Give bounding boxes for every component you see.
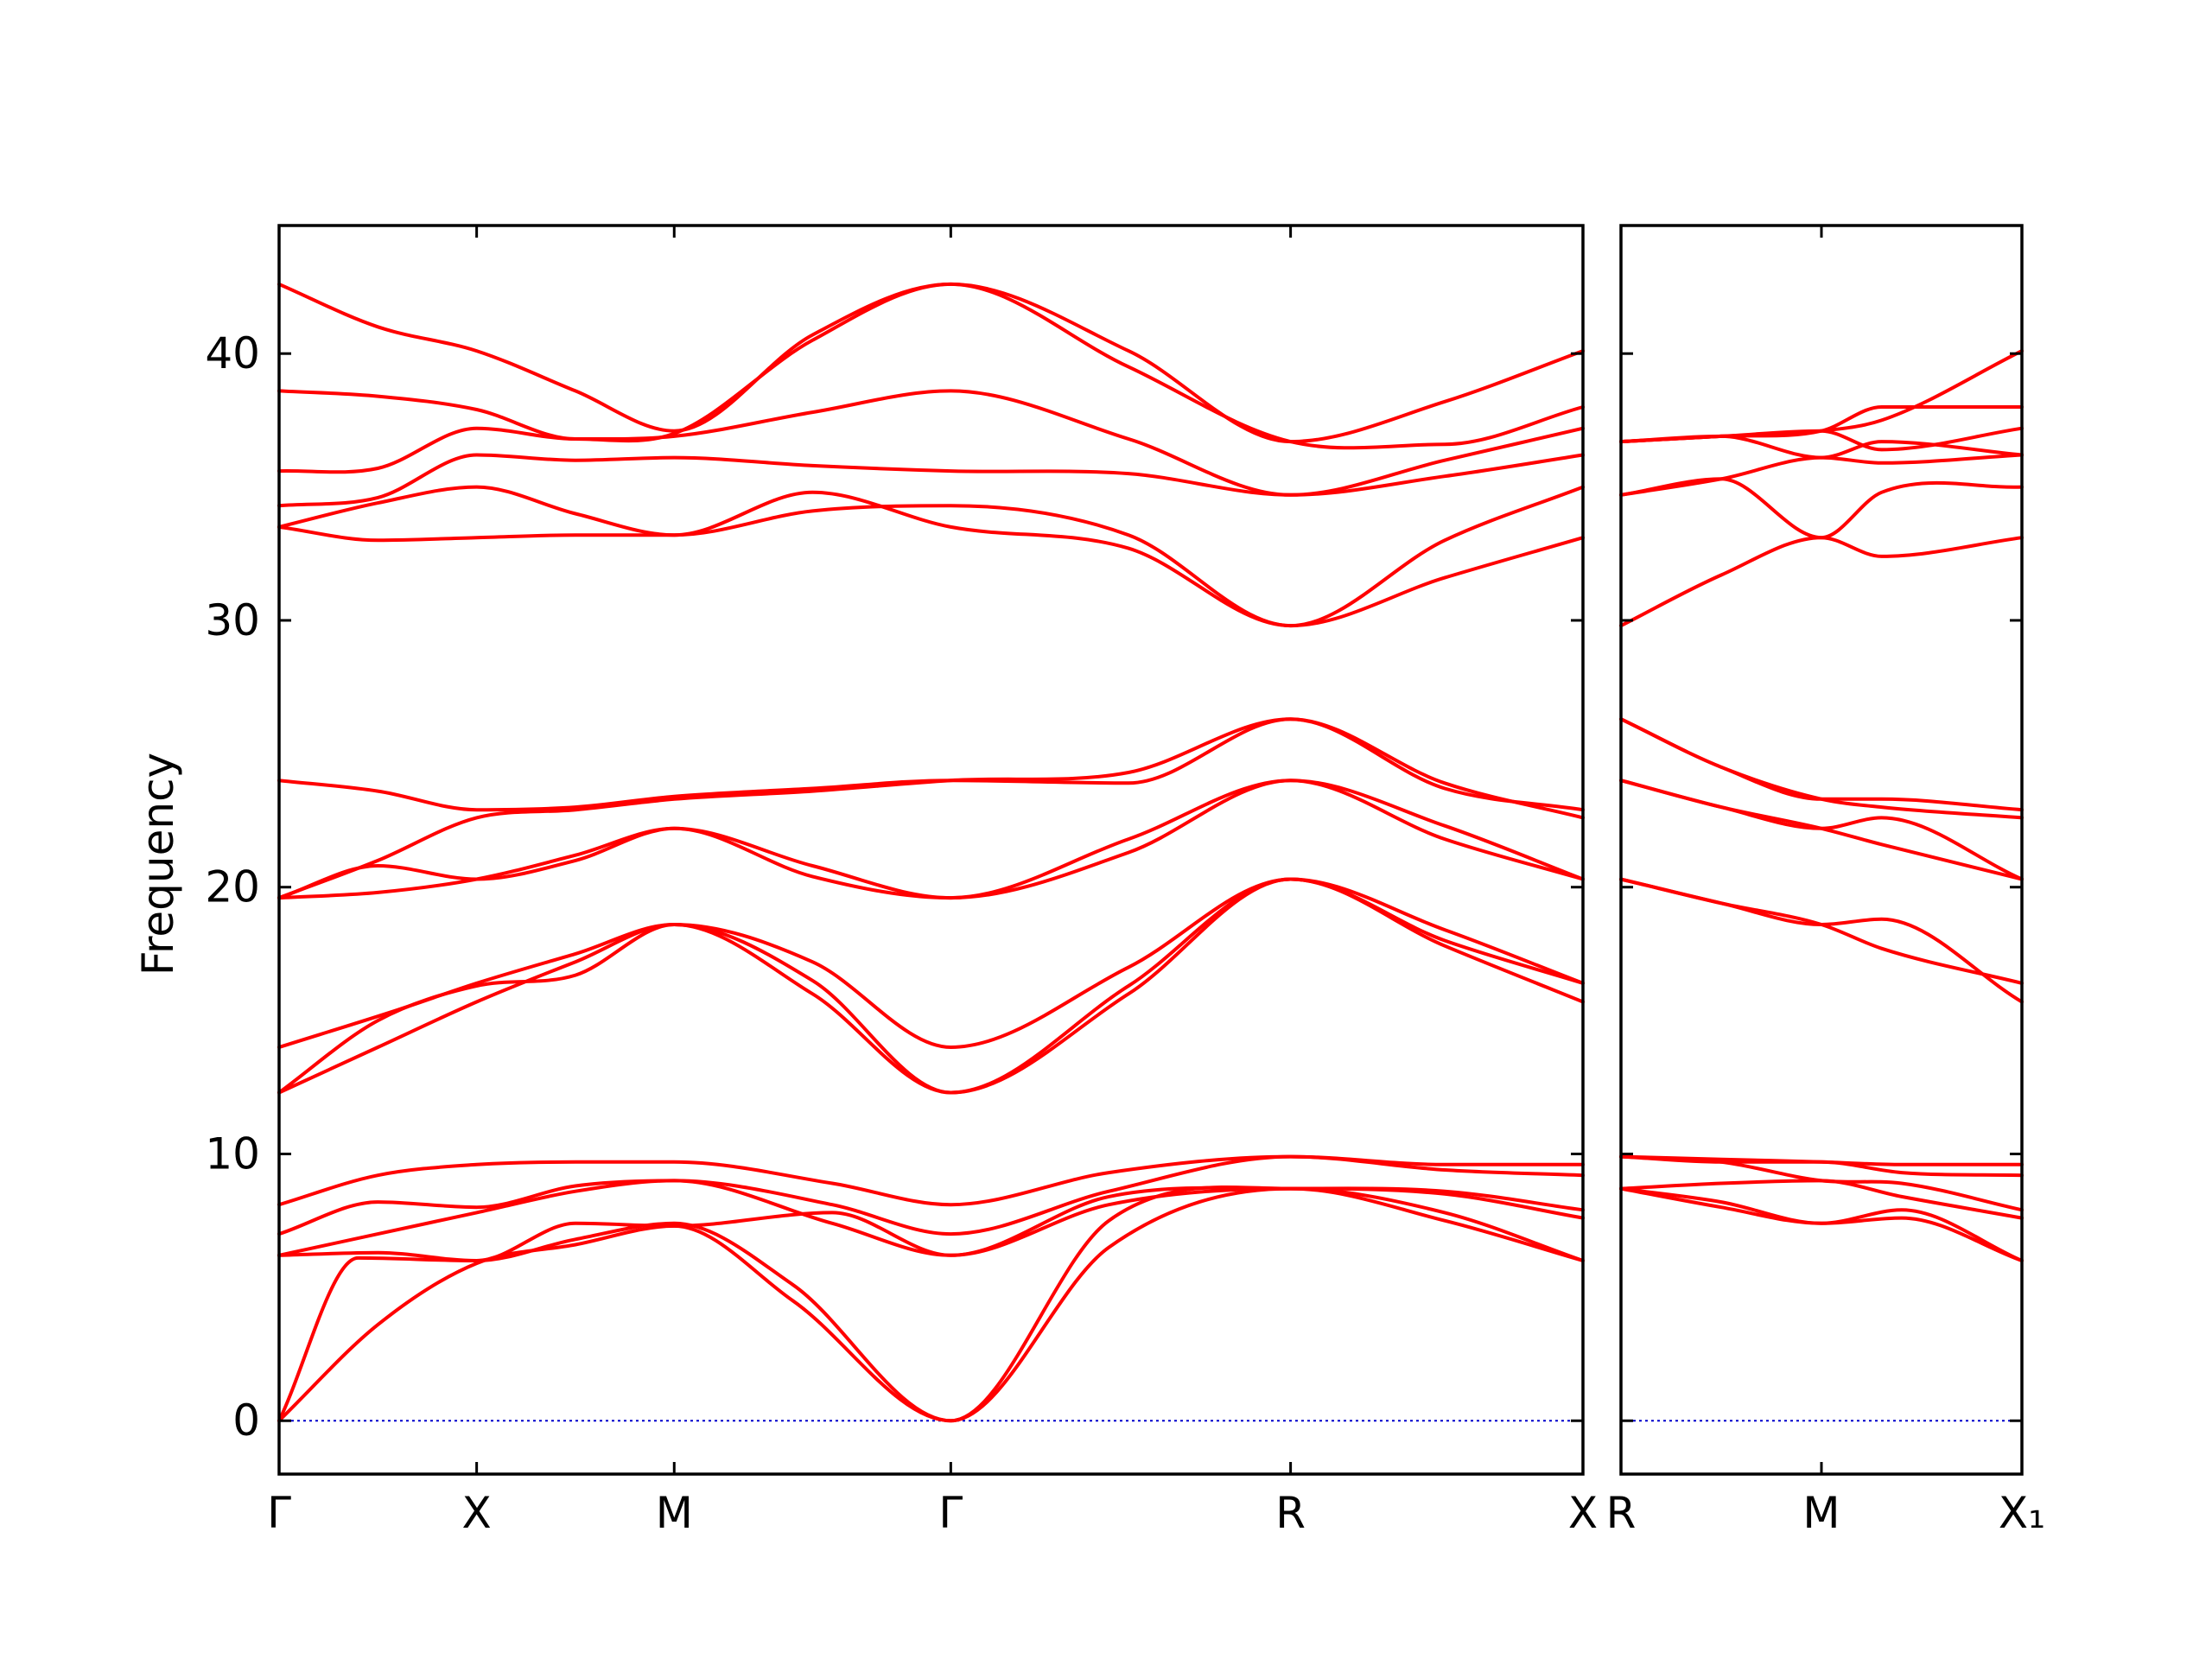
x-tick-label: M <box>656 1488 693 1538</box>
x-tick-label: X <box>462 1488 492 1538</box>
plot-frame <box>277 224 1585 1476</box>
band-line-19 <box>277 282 1585 444</box>
panel-2: R M X₁ <box>1606 224 2045 1538</box>
panel-1: 0 10 20 30 40 Γ X M Γ R X <box>205 224 1598 1538</box>
band-line-11 <box>277 779 1585 900</box>
y-tick-label: 40 <box>205 328 260 378</box>
band-line-9 <box>277 877 1585 1049</box>
band-line-16 <box>277 453 1585 508</box>
y-axis-label: Frequency <box>133 753 183 976</box>
band-line-14 <box>277 504 1585 628</box>
band-line-2 <box>277 1185 1585 1423</box>
band-line-13 <box>277 717 1585 812</box>
band-line-8 <box>1619 877 2024 985</box>
band-line-18 <box>277 282 1585 450</box>
y-tick-label: 10 <box>205 1128 260 1179</box>
x-tick-label: Γ <box>267 1488 291 1538</box>
x-tick-label: R <box>1275 1488 1306 1538</box>
y-tick-label: 30 <box>205 595 260 645</box>
y-tick-label: 20 <box>205 862 260 912</box>
x-tick-label: M <box>1802 1488 1840 1538</box>
band-line-17 <box>277 389 1585 497</box>
band-line-2 <box>1619 1186 2024 1262</box>
band-line-15 <box>1619 477 2024 540</box>
band-line-12 <box>277 717 1585 900</box>
band-line-12 <box>1619 717 2024 820</box>
x-tick-label: Γ <box>938 1488 963 1538</box>
band-line-15 <box>277 485 1585 628</box>
band-line-10 <box>1619 779 2024 881</box>
band-line-8 <box>277 877 1585 1095</box>
band-line-6 <box>277 1154 1585 1207</box>
x-tick-label: R <box>1606 1488 1637 1538</box>
band-line-19 <box>1619 349 2024 444</box>
x-tick-label: X₁ <box>1999 1488 2045 1538</box>
x-tick-label: X <box>1568 1488 1598 1538</box>
y-tick-label: 0 <box>232 1395 260 1446</box>
band-line-6 <box>1619 1154 2024 1166</box>
band-line-4 <box>277 1179 1585 1257</box>
